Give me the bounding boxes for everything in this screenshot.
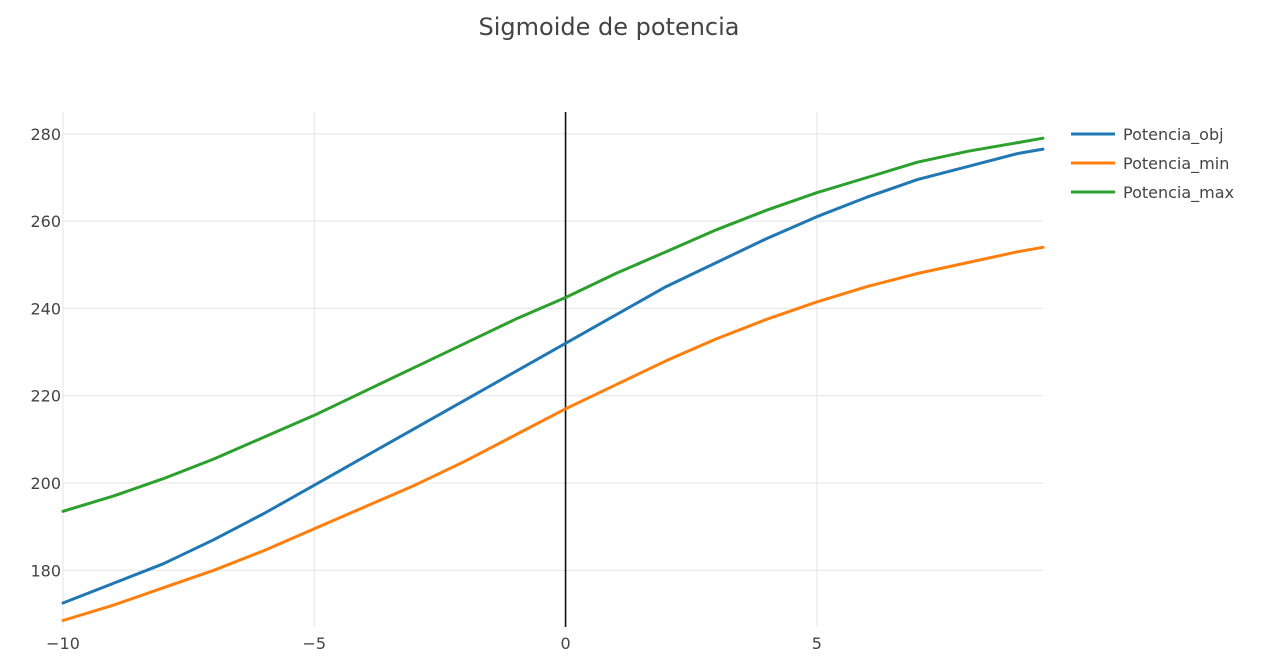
tick-label-layer: 180 200 220 240 260 280 −10 −5 0 5	[30, 125, 821, 653]
x-tick-label: 0	[560, 634, 570, 653]
series-line-potencia-min	[61, 245, 1045, 622]
legend-label: Potencia_obj	[1123, 125, 1224, 145]
series-line-potencia-obj	[61, 147, 1045, 605]
y-tick-label: 180	[30, 561, 61, 580]
grid-layer	[62, 112, 1043, 627]
legend-item-potencia-max[interactable]: Potencia_max	[1071, 183, 1234, 203]
y-tick-label: 200	[30, 474, 61, 493]
y-tick-label: 240	[30, 299, 61, 318]
x-tick-label: −10	[46, 634, 80, 653]
x-tick-label: −5	[302, 634, 326, 653]
legend-item-potencia-min[interactable]: Potencia_min	[1071, 154, 1229, 174]
y-tick-label: 220	[30, 387, 61, 406]
series-line-potencia-max	[61, 136, 1045, 513]
y-tick-label: 280	[30, 125, 61, 144]
series-layer	[61, 136, 1045, 622]
chart-title: Sigmoide de potencia	[479, 13, 740, 41]
legend-label: Potencia_max	[1123, 183, 1234, 203]
legend-label: Potencia_min	[1123, 154, 1229, 174]
legend: Potencia_obj Potencia_min Potencia_max	[1071, 125, 1234, 203]
x-tick-label: 5	[812, 634, 822, 653]
legend-item-potencia-obj[interactable]: Potencia_obj	[1071, 125, 1224, 145]
y-tick-label: 260	[30, 212, 61, 231]
